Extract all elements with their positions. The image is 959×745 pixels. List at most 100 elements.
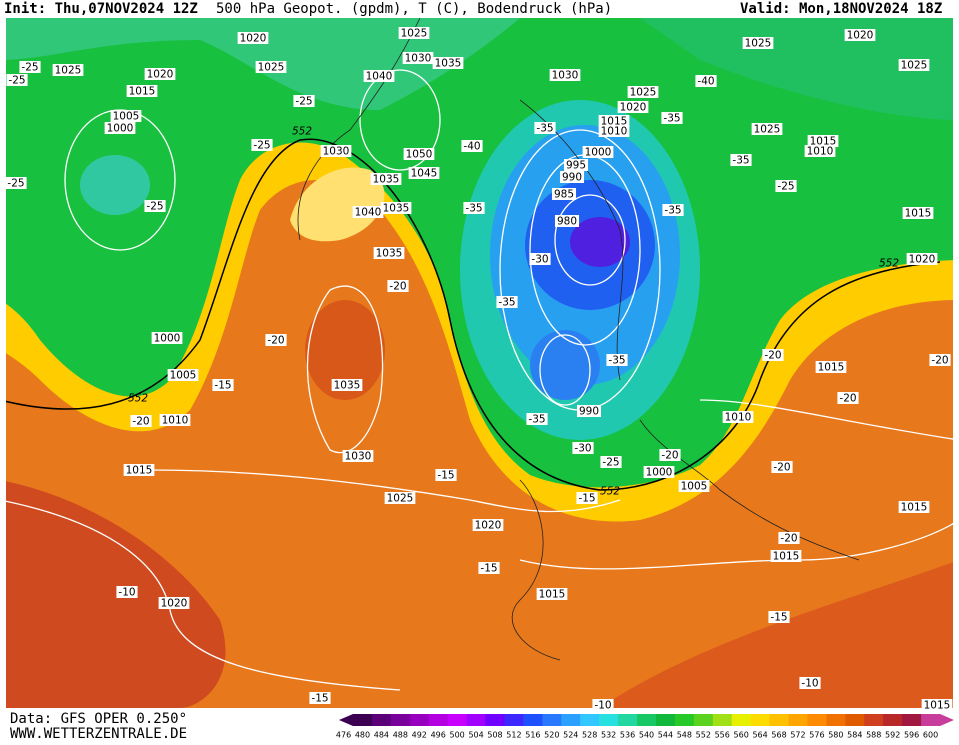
label-box: [309, 692, 331, 704]
label-box: [898, 59, 930, 71]
pressure-label: 1035: [432, 57, 464, 70]
height-552-contour: [6, 138, 941, 491]
label-box: [695, 75, 717, 87]
pressure-label: 1015: [536, 588, 568, 601]
temperature-label: -35: [526, 413, 548, 426]
colorbar-tick-label: 576: [809, 731, 824, 740]
colorbar-tick-label: 476: [336, 731, 351, 740]
colorbar-tick-label: 580: [828, 731, 843, 740]
temperature-label: -20: [929, 354, 951, 367]
label-box: [771, 461, 793, 473]
pressure-label: 1015: [810, 136, 837, 148]
pressure-label: 1030: [552, 70, 579, 82]
colorbar-swatch: [580, 714, 600, 726]
pressure-label: 1025: [384, 492, 416, 505]
colorbar-swatch: [447, 714, 468, 726]
label-box: [929, 354, 951, 366]
pressure-label: 1020: [237, 32, 269, 45]
temperature-label: -25: [8, 75, 25, 87]
label-box: [293, 95, 315, 107]
colorbar-tick-label: 600: [923, 731, 938, 740]
colorbar-tick-label: 528: [582, 731, 597, 740]
temperature-label: -10: [594, 700, 611, 712]
temperature-label: -35: [730, 154, 752, 167]
colorbar-tick-label: 520: [544, 731, 559, 740]
label-box: [19, 61, 41, 73]
pressure-label: 1000: [151, 332, 183, 345]
pressure-label: 1050: [406, 149, 433, 161]
label-box: [799, 677, 821, 689]
temperature-label: -15: [437, 470, 454, 482]
temperature-label: -25: [6, 74, 28, 87]
temperature-label: -15: [212, 379, 234, 392]
label-box: [435, 469, 457, 481]
temperature-label: -10: [592, 699, 614, 712]
temperature-label: -25: [5, 177, 27, 190]
label-box: [126, 85, 158, 97]
pressure-label: 1040: [363, 70, 395, 83]
temperature-label: -20: [839, 393, 856, 405]
label-box: [123, 464, 155, 476]
temperature-label: -20: [773, 462, 790, 474]
pressure-label: 1040: [352, 206, 384, 219]
pressure-label: 1020: [906, 253, 938, 266]
pressure-label: 1020: [909, 254, 936, 266]
pressure-label: 1030: [323, 146, 350, 158]
label-box: [678, 480, 710, 492]
label-box: [762, 349, 784, 361]
colorbar-arrow: [940, 714, 954, 726]
colorbar-swatch: [409, 714, 430, 726]
pressure-label: 1025: [255, 61, 287, 74]
label-box: [144, 200, 166, 212]
pressure-label: 1005: [678, 480, 710, 493]
label-box: [144, 68, 176, 80]
label-box: [403, 148, 435, 160]
pressure-label: 1025: [745, 38, 772, 50]
colorbar-swatch: [371, 714, 392, 726]
pressure-label: 1010: [598, 125, 630, 138]
label-box: [534, 122, 556, 134]
label-box: [627, 86, 659, 98]
temperature-label: -20: [771, 461, 793, 474]
colorbar-swatch: [523, 714, 543, 726]
valid-time: Valid: Mon,18NOV2024 18Z: [740, 1, 942, 17]
pressure-label: 990: [562, 172, 582, 184]
label-box: [804, 145, 836, 157]
temperature-label: -15: [578, 493, 595, 505]
temperature-label: -35: [465, 203, 482, 215]
temperature-label: -35: [606, 354, 628, 367]
label-box: [104, 122, 136, 134]
pressure-label: 1030: [342, 450, 374, 463]
label-box: [384, 492, 416, 504]
colorbar-tick-label: 532: [601, 731, 616, 740]
label-box: [659, 449, 681, 461]
pressure-label: 1030: [549, 69, 581, 82]
temperature-label: -25: [144, 200, 166, 213]
pressure-label: 1035: [380, 202, 412, 215]
label-box: [598, 115, 630, 127]
temperature-label: -35: [528, 414, 545, 426]
label-box: [751, 123, 783, 135]
temperature-label: -35: [732, 155, 749, 167]
colorbar-tick-label: 584: [847, 731, 862, 740]
temperature-label: -35: [661, 112, 683, 125]
height-label: 552: [600, 486, 620, 498]
colorbar-swatch: [504, 714, 524, 726]
temperature-label: -25: [602, 457, 619, 469]
label-box: [5, 177, 27, 189]
coastlines: [297, 18, 860, 661]
pressure-label: 1015: [601, 116, 628, 128]
temperature-label: -15: [576, 492, 598, 505]
colorbar-swatch: [712, 714, 733, 726]
height-label: 552: [292, 126, 312, 138]
pressure-label: 1020: [844, 29, 876, 42]
label-box: [478, 562, 500, 574]
label-box: [159, 414, 191, 426]
pressure-label: 1000: [585, 147, 612, 159]
temperature-label: -25: [21, 62, 38, 74]
label-box: [167, 369, 199, 381]
pressure-label: 1010: [601, 126, 628, 138]
colorbar-tick-label: 540: [639, 731, 654, 740]
pressure-label: 1005: [110, 110, 142, 123]
